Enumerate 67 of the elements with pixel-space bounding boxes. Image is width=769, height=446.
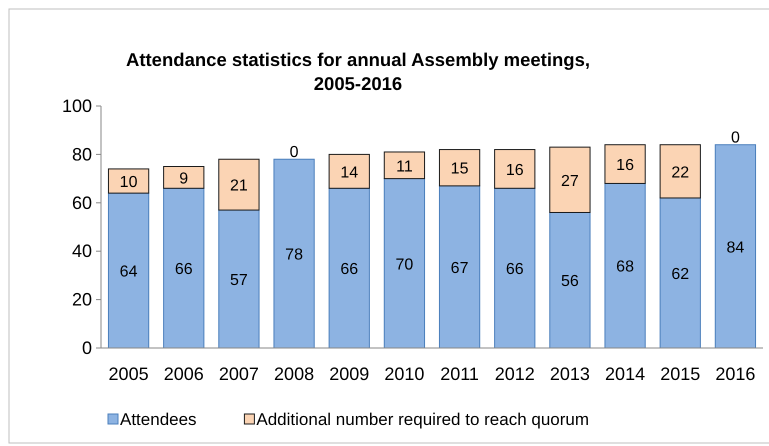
data-label: 9 [179, 170, 188, 188]
bar [604, 144, 646, 184]
bar [660, 197, 701, 348]
data-label: 68 [616, 258, 634, 276]
x-tick-label: 2005 [108, 364, 149, 384]
x-tick-label: 2012 [494, 364, 535, 384]
data-label: 16 [506, 162, 524, 179]
legend-label: Attendees [120, 410, 197, 429]
bar [549, 146, 591, 213]
y-tick-label: 100 [62, 96, 92, 116]
bar [438, 185, 480, 348]
data-label: 57 [230, 272, 248, 290]
data-label: 21 [230, 178, 248, 195]
bar [163, 188, 204, 348]
bar [714, 144, 756, 348]
x-tick-label: 2015 [660, 364, 700, 384]
bar [494, 149, 536, 189]
bar [328, 188, 370, 348]
data-label: 64 [120, 264, 138, 281]
data-label: 66 [340, 261, 358, 278]
y-tick-label: 20 [72, 290, 92, 310]
x-tick-label: 2008 [274, 364, 314, 384]
data-label: 22 [671, 164, 690, 182]
data-label: 67 [450, 260, 469, 277]
x-tick-label: 2009 [329, 364, 370, 384]
data-label: 66 [174, 261, 193, 278]
bar [108, 168, 150, 194]
bar [549, 212, 591, 348]
bar [384, 178, 426, 348]
bar [218, 158, 260, 211]
bar [660, 144, 701, 198]
bar [604, 182, 646, 348]
y-tick-label: 80 [72, 144, 92, 164]
data-label: 56 [561, 273, 579, 290]
bar [163, 166, 204, 189]
chart-title: Attendance statistics for annual Assembly meetings, 2005-2016 [126, 49, 590, 94]
bar [328, 154, 370, 189]
bar [108, 192, 150, 348]
data-label: 66 [506, 261, 524, 278]
bar [384, 151, 426, 180]
data-label: 0 [730, 130, 740, 147]
bar [438, 149, 480, 186]
x-tick-label: 2013 [550, 364, 590, 384]
data-label: 10 [120, 174, 138, 192]
data-label: 84 [726, 239, 744, 256]
x-tick-label: 2007 [218, 364, 259, 384]
data-label: 78 [285, 246, 304, 264]
x-tick-label: 2014 [605, 364, 646, 384]
data-label: 70 [396, 256, 414, 274]
bar [273, 158, 315, 348]
data-label: 15 [450, 160, 469, 178]
x-tick-label: 2010 [384, 364, 424, 384]
data-label: 11 [396, 158, 413, 176]
data-label: 14 [340, 164, 358, 182]
bar [494, 188, 536, 348]
data-label: 0 [290, 144, 299, 162]
y-tick-label: 40 [72, 241, 92, 262]
data-label: 62 [671, 266, 690, 283]
y-tick-label: 0 [82, 338, 92, 358]
data-label: 16 [616, 157, 634, 174]
bar [218, 210, 260, 348]
legend-label: Additional number required to reach quorum [256, 410, 590, 429]
x-tick-label: 2011 [440, 364, 479, 384]
data-label: 27 [561, 172, 579, 190]
x-tick-label: 2006 [164, 364, 204, 384]
x-tick-label: 2016 [715, 364, 756, 384]
y-tick-label: 60 [72, 192, 92, 213]
